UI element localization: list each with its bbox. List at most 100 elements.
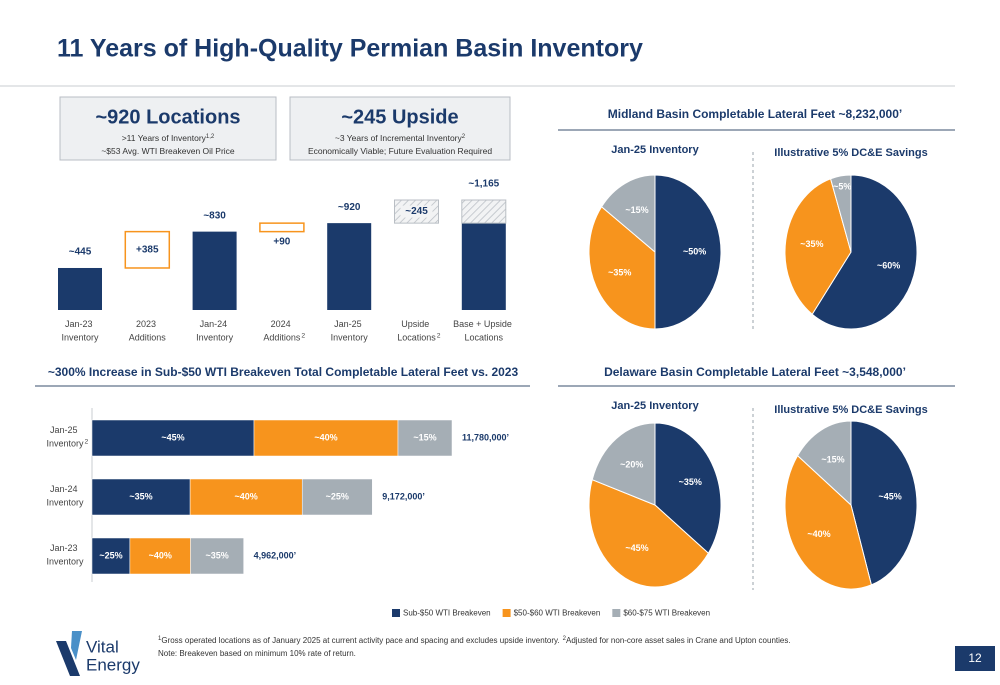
y-tick-label: Jan-24 Inventory xyxy=(46,484,84,508)
bar xyxy=(461,223,506,310)
x-tick-label: Jan-25 Inventory xyxy=(331,319,369,343)
data-label: ~45% xyxy=(625,543,648,553)
pie-slice xyxy=(784,178,852,316)
label-line: Locations xyxy=(397,333,436,343)
data-label: ~35% xyxy=(800,239,823,249)
callout-line: Economically Viable; Future Evaluation R… xyxy=(308,146,492,156)
upside-box xyxy=(461,199,507,224)
legend-swatch xyxy=(612,609,621,617)
data-label: ~60% xyxy=(877,261,900,271)
pie-slice xyxy=(811,174,918,330)
data-label: ~45% xyxy=(878,491,901,501)
footnote-text: Gross operated locations as of January 2… xyxy=(161,636,559,645)
total-label: 9,172,000’ xyxy=(382,491,425,501)
pie-title: Illustrative 5% DC&E Savings xyxy=(774,404,927,416)
callout-text: >11 Years of Inventory xyxy=(122,133,207,143)
footnote: 1Gross operated locations as of January … xyxy=(158,636,791,646)
data-label: ~35% xyxy=(679,477,702,487)
bar-segment xyxy=(189,478,303,516)
label-line: Locations xyxy=(465,333,504,343)
callout-text: Economically Viable; Future Evaluation R… xyxy=(308,146,492,156)
data-label: +385 xyxy=(136,244,159,255)
data-label: ~1,165 xyxy=(468,179,499,190)
pie-title: Illustrative 5% DC&E Savings xyxy=(774,147,927,159)
label-line: Jan-23 xyxy=(50,543,80,553)
footnote-ref: 2 xyxy=(462,134,466,140)
footnote-text: Adjusted for non-core asset sales in Cra… xyxy=(566,636,791,645)
section-title: Midland Basin Completable Lateral Feet ~… xyxy=(608,107,902,121)
footnote-ref: 1,2 xyxy=(206,134,215,140)
y-tick-label: Jan-25 Inventory xyxy=(46,425,84,449)
x-tick-label: Jan-23 Inventory xyxy=(61,319,99,343)
label-line: Inventory xyxy=(61,333,99,343)
data-label: ~25% xyxy=(99,550,122,560)
logo: Vital Energy xyxy=(56,631,140,676)
pie-slice xyxy=(588,205,656,330)
callout-line: ~3 Years of Incremental Inventory2 xyxy=(335,133,466,143)
logo-mark xyxy=(71,631,82,660)
data-label: ~50% xyxy=(683,246,706,256)
legend-swatch xyxy=(502,609,511,617)
bar xyxy=(192,231,237,310)
pie-slice xyxy=(654,422,722,554)
chart-title: ~300% Increase in Sub-$50 WTI Breakeven … xyxy=(48,365,519,379)
logo-text: Energy xyxy=(86,655,140,674)
footnote-mark: 1 xyxy=(158,636,162,642)
upside-label-bg xyxy=(400,205,433,218)
bar-segment xyxy=(253,419,399,457)
bar-segment xyxy=(301,478,373,516)
increase-box xyxy=(259,222,305,233)
x-tick-label: Upside Locations xyxy=(397,319,436,343)
label-line: Jan-25 xyxy=(50,425,80,435)
callout-text: ~$53 Avg. WTI Breakeven Oil Price xyxy=(101,146,235,156)
label-line: Inventory xyxy=(46,498,84,508)
increase-box xyxy=(124,230,171,269)
legend-label: $50-$60 WTI Breakeven xyxy=(514,609,601,618)
pie-slice xyxy=(591,422,656,506)
label-line: Inventory xyxy=(331,333,369,343)
data-label: ~25% xyxy=(326,491,349,501)
data-label: ~245 xyxy=(405,206,428,217)
x-tick-label: 2023 Additions xyxy=(129,319,167,343)
pie-title: Jan-25 Inventory xyxy=(611,400,699,412)
callout-box xyxy=(289,96,511,161)
bar-segment xyxy=(397,419,453,457)
legend-swatch xyxy=(392,609,400,617)
footnote-ref: 2 xyxy=(85,438,89,445)
y-tick-label: Jan-23 Inventory xyxy=(46,543,84,567)
data-label: ~830 xyxy=(203,210,226,221)
pie-slice xyxy=(654,174,722,330)
data-label: ~35% xyxy=(608,267,631,277)
label-line: Additions xyxy=(263,333,301,343)
data-label: ~5% xyxy=(833,182,851,192)
pie-slice xyxy=(588,478,710,588)
bar-segment xyxy=(91,478,191,516)
legend-label: Sub-$50 WTI Breakeven xyxy=(403,609,491,618)
label-line: Jan-24 xyxy=(200,319,230,329)
callout-line: >11 Years of Inventory1,2 xyxy=(122,133,215,143)
pie-title: Jan-25 Inventory xyxy=(611,144,699,156)
data-label: ~15% xyxy=(413,432,436,442)
data-label: ~15% xyxy=(625,205,648,215)
x-tick-label: Jan-24 Inventory xyxy=(196,319,234,343)
callout-box xyxy=(59,96,277,161)
label-line: Base + Upside xyxy=(453,319,514,329)
x-tick-label: 2024 Additions xyxy=(263,319,301,343)
data-label: ~445 xyxy=(69,247,92,258)
x-tick-label: Base + Upside Locations xyxy=(453,319,514,343)
page-number: 12 xyxy=(968,651,982,665)
callout-line: ~$53 Avg. WTI Breakeven Oil Price xyxy=(101,146,235,156)
label-line: 2024 xyxy=(271,319,294,329)
pie-slice xyxy=(600,174,656,254)
section-title: Delaware Basin Completable Lateral Feet … xyxy=(604,365,906,379)
logo-mark xyxy=(56,641,80,676)
bar-segment xyxy=(91,537,131,575)
data-label: ~40% xyxy=(314,432,337,442)
label-line: 2023 xyxy=(136,319,159,329)
footnote-mark: 2 xyxy=(563,636,567,642)
bar-segment xyxy=(129,537,191,575)
data-label: ~920 xyxy=(338,202,361,213)
footnote-ref: 2 xyxy=(437,332,441,339)
data-label: ~15% xyxy=(821,454,844,464)
